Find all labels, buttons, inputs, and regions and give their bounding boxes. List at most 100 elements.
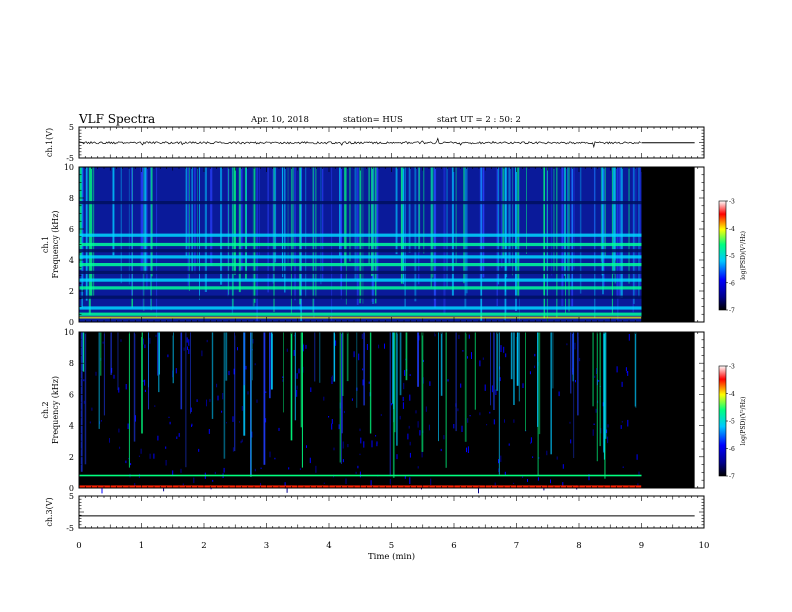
sferic-column (112, 167, 115, 256)
noise-speck (508, 443, 510, 446)
noise-speck (460, 383, 462, 388)
noise-speck (251, 431, 253, 438)
noise-speck (592, 429, 594, 436)
noise-speck (455, 403, 457, 407)
noise-speck (595, 408, 597, 413)
noise-speck (370, 480, 372, 486)
noise-speck (172, 470, 174, 476)
whistler-trace (110, 332, 112, 375)
sferic-column (305, 167, 307, 298)
frequency-band (79, 312, 642, 316)
whistler-trace (225, 332, 228, 381)
noise-speck (323, 396, 325, 401)
noise-speck (201, 350, 203, 357)
start-time-label: start UT = 2 : 50: 2 (437, 115, 521, 125)
colorbar-tick-label: -4 (729, 226, 735, 233)
frequency-band (79, 242, 642, 247)
whistler-trace (98, 332, 100, 429)
sferic-column (614, 167, 616, 261)
noise-speck (522, 475, 524, 478)
noise-speck (178, 433, 180, 437)
sferic-column (246, 167, 247, 274)
colorbar (718, 365, 727, 477)
noise-speck (407, 433, 409, 440)
whistler-trace (172, 332, 174, 384)
noise-speck (503, 346, 505, 353)
noise-speck (409, 394, 411, 401)
noise-speck (167, 354, 169, 358)
noise-speck (175, 368, 177, 374)
x-tick-label: 4 (326, 541, 331, 551)
noise-speck (538, 457, 540, 459)
noise-speck (260, 467, 262, 469)
sferic-column (556, 167, 558, 318)
noise-speck (637, 483, 639, 487)
noise-speck (479, 360, 481, 367)
noise-speck (628, 334, 630, 341)
noise-speck (356, 387, 358, 391)
frequency-band (79, 255, 642, 259)
whistler-trace (157, 332, 159, 376)
y-tick-label: 8 (69, 359, 74, 368)
colorbar-label: log(PSD)(V²/Hz) (740, 397, 747, 446)
whistler-trace (84, 332, 87, 465)
noise-speck (358, 353, 360, 361)
noise-speck (417, 466, 419, 469)
sferic-column (561, 167, 564, 286)
frequency-band (79, 295, 642, 299)
noise-speck (193, 477, 195, 484)
whistler-trace (300, 332, 302, 428)
noise-speck (363, 441, 365, 448)
whistler-trace (180, 332, 183, 410)
whistler-trace (603, 332, 605, 453)
whistler-trace (474, 332, 476, 410)
noise-speck (286, 487, 288, 493)
noise-speck (265, 391, 267, 393)
sferic-column (371, 167, 373, 276)
sferic-column (618, 167, 621, 299)
noise-speck (467, 418, 469, 423)
noise-speck (247, 391, 249, 395)
noise-speck (368, 381, 370, 384)
x-tick-label: 9 (639, 541, 644, 551)
whistler-trace (438, 332, 439, 442)
noise-speck (429, 381, 431, 386)
sferic-column (82, 167, 84, 284)
whistler-trace (234, 332, 236, 452)
noise-speck (527, 479, 528, 482)
noise-speck (278, 427, 280, 431)
noise-speck (165, 446, 167, 449)
noise-speck (180, 468, 182, 473)
whistler-trace (538, 332, 541, 435)
noise-speck (543, 486, 545, 491)
noise-speck (621, 381, 623, 387)
whistler-trace (392, 332, 394, 404)
noise-speck (428, 424, 430, 431)
y-axis-label: ch.2 (41, 401, 50, 418)
colorbar (718, 200, 727, 311)
noise-speck (342, 441, 344, 449)
sferic-column (497, 167, 500, 285)
noise-speck (101, 487, 103, 494)
noise-speck (399, 415, 401, 420)
noise-speck (362, 379, 364, 386)
noise-speck (569, 421, 571, 424)
low-frequency-band (79, 316, 642, 319)
noise-speck (500, 455, 502, 462)
sferic-column (292, 167, 294, 266)
whistler-trace (445, 332, 447, 468)
noise-speck (575, 380, 576, 383)
sferic-column (632, 167, 634, 313)
whistler-trace (128, 332, 130, 468)
noise-speck (513, 419, 515, 423)
sferic-column (156, 167, 158, 318)
colorbar-tick-label: -3 (729, 199, 735, 206)
noise-speck (296, 385, 298, 390)
noise-speck (621, 421, 623, 423)
whistler-trace (269, 332, 271, 399)
noise-speck (221, 410, 223, 413)
y-axis-label: ch.3(V) (45, 497, 54, 526)
noise-speck (127, 423, 129, 429)
colorbar-tick-label: -6 (729, 446, 735, 453)
